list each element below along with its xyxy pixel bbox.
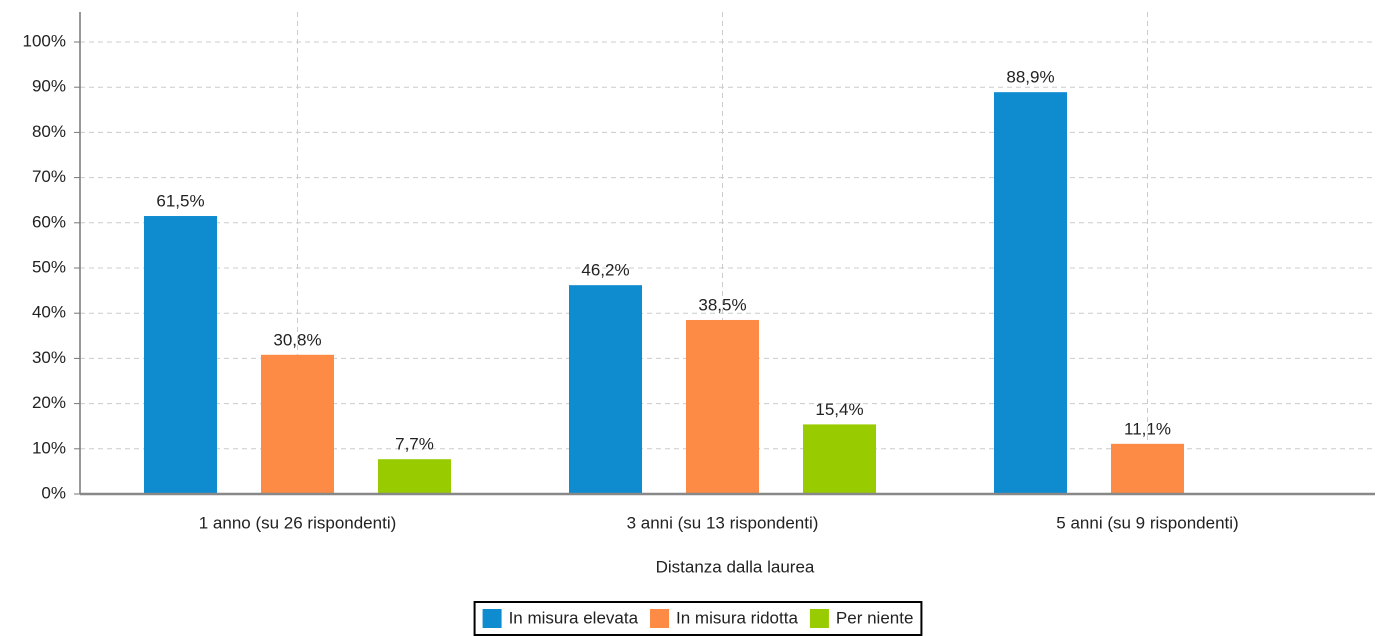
y-tick-label: 30% bbox=[32, 348, 66, 367]
value-label: 88,9% bbox=[1006, 68, 1054, 87]
x-tick-label: 1 anno (su 26 rispondenti) bbox=[199, 513, 397, 532]
x-tick-label: 3 anni (su 13 rispondenti) bbox=[627, 513, 819, 532]
bar bbox=[803, 424, 876, 494]
y-tick-label: 80% bbox=[32, 122, 66, 141]
y-tick-label: 90% bbox=[32, 77, 66, 96]
bar bbox=[686, 319, 759, 494]
value-label: 15,4% bbox=[815, 400, 863, 419]
y-tick-label: 70% bbox=[32, 167, 66, 186]
y-tick-label: 0% bbox=[41, 483, 66, 502]
value-label: 7,7% bbox=[395, 435, 434, 454]
legend-label: Per niente bbox=[836, 608, 914, 627]
bar bbox=[994, 92, 1067, 494]
bar bbox=[144, 216, 217, 494]
legend-box bbox=[473, 601, 923, 636]
y-tick-label: 50% bbox=[32, 257, 66, 276]
value-label: 11,1% bbox=[1124, 419, 1171, 438]
bar bbox=[378, 459, 451, 494]
value-label: 38,5% bbox=[698, 295, 746, 314]
y-tick-label: 100% bbox=[23, 31, 66, 50]
y-tick-label: 40% bbox=[32, 303, 66, 322]
value-label: 61,5% bbox=[156, 192, 204, 211]
y-tick-label: 20% bbox=[32, 393, 66, 412]
value-label: 30,8% bbox=[273, 330, 321, 349]
bar bbox=[1111, 443, 1184, 494]
legend-swatch bbox=[809, 609, 829, 628]
legend-label: In misura ridotta bbox=[676, 608, 798, 627]
value-label: 46,2% bbox=[581, 261, 629, 280]
x-axis-title: Distanza dalla laurea bbox=[656, 557, 815, 576]
y-tick-label: 60% bbox=[32, 212, 66, 231]
legend-label: In misura elevata bbox=[509, 608, 639, 627]
x-tick-label: 5 anni (su 9 rispondenti) bbox=[1056, 513, 1238, 532]
legend-swatch bbox=[650, 609, 670, 628]
y-tick-label: 10% bbox=[32, 438, 66, 457]
bar bbox=[569, 285, 642, 494]
bar bbox=[261, 354, 334, 494]
legend-swatch bbox=[482, 609, 502, 628]
